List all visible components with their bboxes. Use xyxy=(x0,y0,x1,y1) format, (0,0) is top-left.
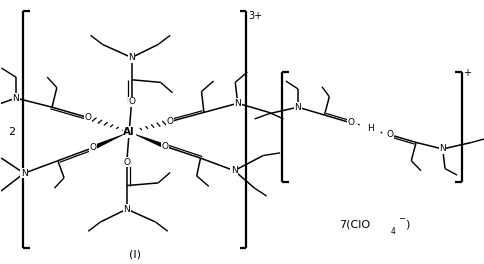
Text: O: O xyxy=(166,117,173,126)
Text: H: H xyxy=(366,124,373,133)
Polygon shape xyxy=(129,132,167,148)
Text: O: O xyxy=(162,142,168,151)
Text: N: N xyxy=(13,93,19,102)
Text: 7(ClO: 7(ClO xyxy=(338,220,369,230)
Text: O: O xyxy=(128,97,135,106)
Text: N: N xyxy=(123,205,130,214)
Text: −: − xyxy=(397,214,404,223)
Text: O: O xyxy=(85,113,91,122)
Text: N: N xyxy=(234,99,241,108)
Text: 3+: 3+ xyxy=(248,11,262,21)
Text: O: O xyxy=(347,118,354,127)
Text: (I): (I) xyxy=(129,250,141,260)
Text: N: N xyxy=(128,53,135,62)
Polygon shape xyxy=(91,132,129,149)
Text: N: N xyxy=(21,169,28,178)
Text: 4: 4 xyxy=(390,227,394,236)
Text: Al: Al xyxy=(123,127,135,137)
Text: N: N xyxy=(439,144,445,153)
Text: O: O xyxy=(123,158,130,167)
Text: +: + xyxy=(462,68,470,78)
Text: ): ) xyxy=(405,220,409,230)
Text: O: O xyxy=(90,143,96,152)
Text: O: O xyxy=(385,130,392,139)
Text: 2: 2 xyxy=(8,127,15,137)
Text: N: N xyxy=(294,103,301,112)
Text: N: N xyxy=(230,166,237,175)
